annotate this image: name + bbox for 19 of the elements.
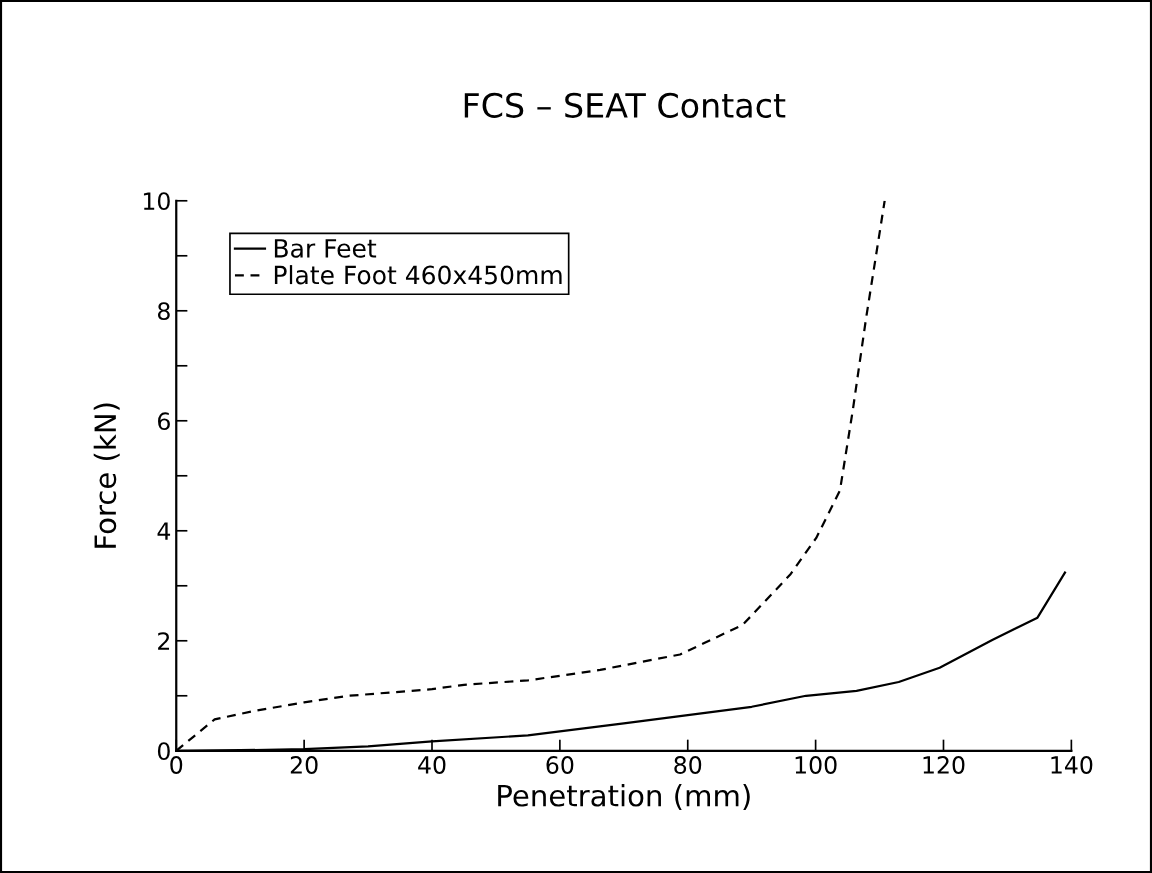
y-tick-label: 8 — [157, 302, 170, 321]
y-tick-label: 10 — [143, 192, 170, 211]
y-tick-label: 0 — [157, 742, 170, 761]
x-tick-label: 20 — [290, 756, 318, 774]
y-axis-title: Force (kN) — [93, 403, 120, 548]
y-tick-label: 4 — [157, 522, 171, 540]
x-tick-label: 140 — [1051, 756, 1093, 774]
x-tick-label: 0 — [170, 756, 183, 774]
x-tick-label: 40 — [418, 756, 446, 774]
y-tick-label: 2 — [158, 632, 170, 650]
x-axis-title: Penetration (mm) — [498, 784, 750, 811]
legend-label: Bar Feet — [274, 239, 377, 258]
chart-title: FCS – SEAT Contact — [464, 92, 786, 118]
x-tick-label: 60 — [546, 756, 574, 774]
y-tick-label: 6 — [158, 412, 170, 431]
x-tick-label: 80 — [674, 756, 702, 774]
x-tick-label: 100 — [795, 756, 837, 774]
x-tick-label: 120 — [923, 756, 965, 774]
legend-label: Plate Foot 460x450mm — [274, 265, 562, 285]
